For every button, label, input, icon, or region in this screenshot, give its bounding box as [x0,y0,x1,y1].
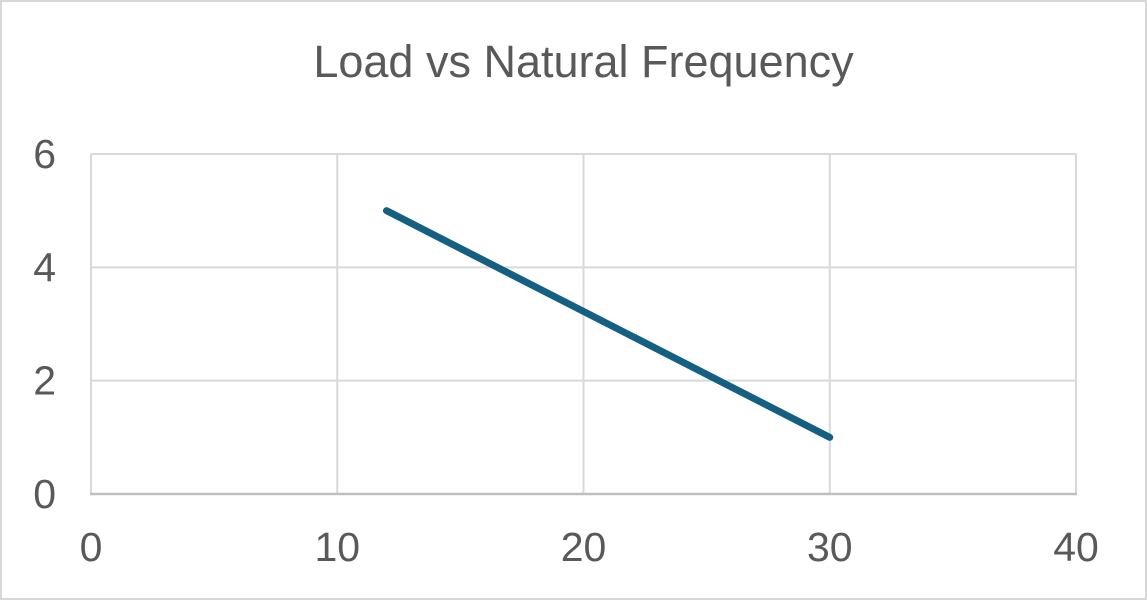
y-axis-tick-label: 0 [33,471,56,517]
series-line-0 [383,207,834,441]
gridlines-group [90,153,1077,496]
y-axis-tick-label: 4 [33,244,56,290]
series-group [383,207,834,441]
y-axis-tick-label: 6 [33,131,56,177]
x-axis-tick-label: 10 [314,524,360,570]
tick-labels-group: 0 2 4 6 0 10 20 30 40 [33,131,1099,570]
x-axis-tick-label: 0 [80,524,103,570]
x-axis-tick-label: 40 [1053,524,1099,570]
x-axis-tick-label: 20 [561,524,607,570]
x-axis-tick-label: 30 [807,524,853,570]
y-axis-tick-label: 2 [33,358,56,404]
chart-title: Load vs Natural Frequency [313,36,854,87]
